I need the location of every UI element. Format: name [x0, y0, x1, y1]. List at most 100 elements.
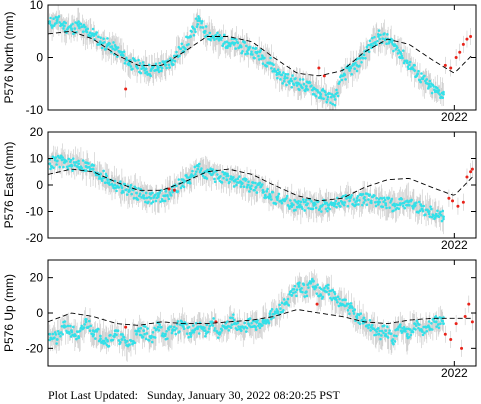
daily-point — [89, 167, 93, 171]
daily-point — [220, 181, 224, 184]
daily-point — [73, 27, 77, 30]
daily-point — [414, 328, 417, 331]
daily-point — [170, 331, 174, 335]
daily-point — [336, 295, 340, 299]
rapid-point — [461, 42, 465, 46]
daily-point — [362, 196, 366, 200]
daily-point — [430, 91, 434, 95]
daily-point — [277, 192, 281, 196]
daily-point — [222, 33, 226, 37]
daily-point — [340, 302, 344, 306]
daily-point — [172, 325, 176, 329]
daily-point — [168, 66, 171, 69]
daily-point — [127, 61, 131, 65]
rapid-point — [460, 346, 464, 350]
daily-point — [376, 203, 380, 206]
daily-point — [297, 285, 301, 288]
daily-point — [332, 204, 336, 208]
daily-point — [288, 292, 291, 296]
daily-point — [59, 156, 62, 160]
daily-point — [224, 321, 228, 325]
daily-point — [381, 205, 385, 209]
daily-point — [374, 204, 378, 208]
daily-point — [194, 17, 198, 20]
daily-point — [225, 325, 229, 329]
daily-point — [303, 295, 306, 298]
daily-point — [60, 325, 64, 328]
daily-point — [106, 339, 109, 343]
daily-point — [125, 339, 129, 343]
daily-point — [328, 92, 332, 95]
daily-point — [370, 36, 374, 40]
daily-point — [316, 89, 319, 92]
daily-point — [226, 320, 229, 323]
daily-point — [439, 213, 443, 217]
daily-point — [401, 49, 405, 52]
daily-point — [442, 217, 445, 221]
daily-point — [434, 90, 438, 94]
daily-point — [314, 286, 318, 289]
rapid-point — [458, 50, 462, 54]
daily-point — [340, 200, 344, 204]
daily-point — [368, 193, 372, 196]
daily-point — [105, 174, 108, 178]
daily-point — [142, 66, 146, 70]
daily-point — [353, 67, 357, 71]
daily-point — [201, 174, 205, 178]
daily-point — [149, 196, 153, 200]
daily-point — [414, 324, 418, 327]
daily-point — [268, 312, 272, 315]
panel-data-east — [48, 143, 474, 235]
daily-point — [359, 312, 363, 315]
daily-point — [216, 336, 220, 339]
daily-point — [139, 71, 143, 75]
daily-point — [270, 198, 273, 201]
daily-point — [106, 37, 109, 40]
daily-point — [145, 332, 149, 335]
daily-point — [209, 38, 212, 42]
daily-point — [319, 92, 323, 96]
daily-point — [158, 61, 162, 65]
daily-point — [282, 298, 286, 301]
daily-point — [232, 179, 236, 183]
daily-point — [91, 167, 95, 171]
daily-point — [212, 317, 215, 320]
daily-point — [285, 196, 288, 200]
daily-point — [69, 158, 73, 162]
daily-point — [292, 83, 296, 86]
daily-point — [204, 25, 208, 28]
daily-point — [294, 77, 297, 80]
daily-point — [336, 94, 340, 98]
daily-point — [167, 197, 171, 201]
daily-point — [188, 179, 191, 183]
daily-point — [109, 333, 112, 337]
daily-point — [333, 297, 337, 301]
daily-point — [436, 209, 439, 213]
daily-point — [423, 213, 427, 217]
daily-point — [247, 48, 250, 52]
daily-point — [294, 208, 297, 212]
daily-point — [144, 325, 147, 328]
daily-point — [383, 32, 386, 35]
daily-point — [416, 72, 420, 76]
daily-point — [422, 204, 426, 208]
daily-point — [290, 202, 294, 205]
daily-point — [292, 291, 295, 295]
daily-point — [314, 206, 318, 210]
daily-point — [413, 69, 416, 73]
daily-point — [406, 65, 410, 69]
daily-point — [344, 78, 347, 81]
daily-point — [191, 324, 195, 327]
daily-point — [386, 336, 390, 339]
daily-point — [407, 67, 410, 70]
daily-point — [110, 45, 114, 48]
daily-point — [103, 339, 106, 343]
daily-point — [418, 209, 422, 213]
daily-point — [274, 202, 278, 206]
daily-point — [138, 62, 142, 65]
daily-point — [258, 181, 262, 185]
daily-point — [356, 57, 360, 60]
daily-point — [323, 286, 326, 290]
daily-point — [147, 63, 151, 67]
daily-point — [346, 204, 350, 208]
